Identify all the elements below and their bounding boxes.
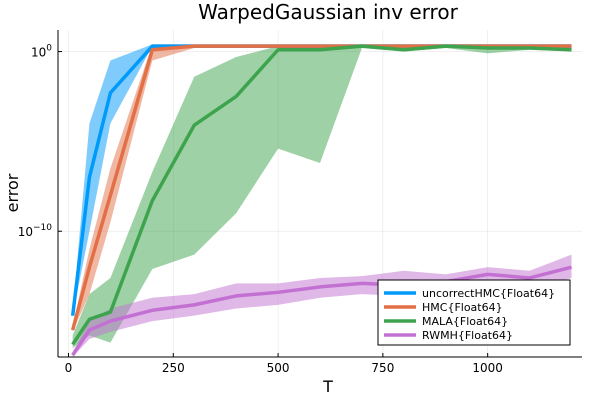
line-rwmh xyxy=(71,265,572,357)
y-axis-label: error xyxy=(3,173,22,212)
y-tick-label: 100 xyxy=(31,44,52,60)
series-lines xyxy=(70,44,572,357)
axes xyxy=(57,30,582,358)
y-tick-base: 10 xyxy=(31,46,46,60)
line-mala xyxy=(71,44,572,346)
x-tick-label: 500 xyxy=(267,361,290,375)
x-axis-label: T xyxy=(322,377,333,396)
band-mala xyxy=(72,44,572,349)
chart-title: WarpedGaussian inv error xyxy=(198,0,458,24)
x-ticks: 0 250 500 750 1000 xyxy=(65,353,503,375)
x-tick-label: 0 xyxy=(65,361,73,375)
x-tick-label: 750 xyxy=(371,361,394,375)
legend-label: RWMH{Float64} xyxy=(422,329,513,342)
legend-label: MALA{Float64} xyxy=(422,315,508,328)
y-tick-label: 10−10 xyxy=(18,223,53,239)
legend-label: HMC{Float64} xyxy=(422,301,503,314)
x-tick-label: 1000 xyxy=(472,361,503,375)
band-uncorrecthmc xyxy=(72,44,572,316)
legend-label: uncorrectHMC{Float64} xyxy=(422,287,555,300)
legend: uncorrectHMC{Float64}HMC{Float64}MALA{Fl… xyxy=(377,279,571,346)
y-tick-exponent: 0 xyxy=(46,44,52,54)
y-tick-exponent: −10 xyxy=(33,223,52,233)
x-tick-label: 250 xyxy=(162,361,185,375)
y-tick-base: 10 xyxy=(18,225,33,239)
